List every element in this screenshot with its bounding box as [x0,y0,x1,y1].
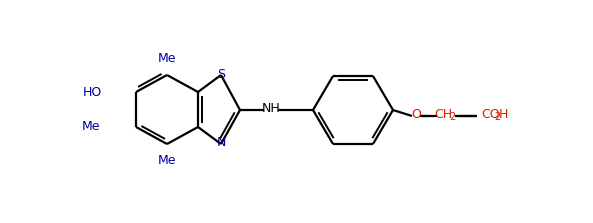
Text: Me: Me [158,155,176,167]
Text: 2: 2 [449,112,455,122]
Text: S: S [217,68,225,81]
Text: 2: 2 [494,112,500,122]
Text: NH: NH [262,101,280,114]
Text: N: N [216,136,226,149]
Text: HO: HO [83,85,102,99]
Text: Me: Me [81,120,100,134]
Text: H: H [499,107,508,120]
Text: CH: CH [434,107,452,120]
Text: Me: Me [158,52,176,64]
Text: O: O [411,107,421,120]
Text: CO: CO [481,107,500,120]
